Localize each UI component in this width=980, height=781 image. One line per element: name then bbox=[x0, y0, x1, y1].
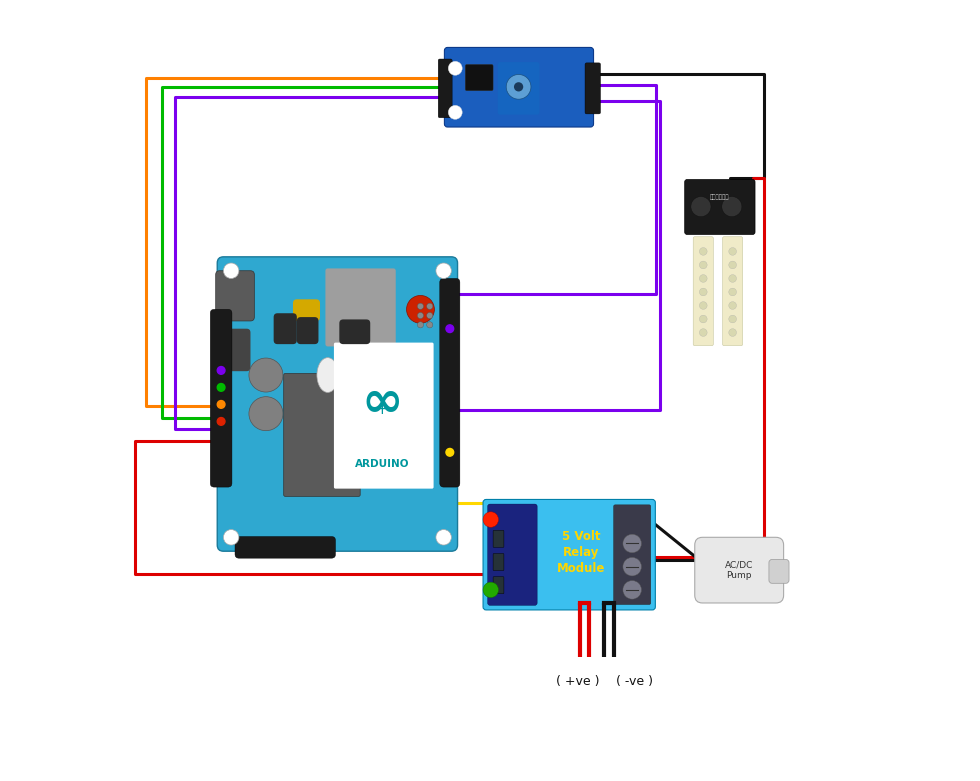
Circle shape bbox=[729, 248, 737, 255]
Circle shape bbox=[691, 197, 710, 216]
Text: ∞: ∞ bbox=[361, 378, 403, 426]
Circle shape bbox=[417, 312, 423, 319]
FancyBboxPatch shape bbox=[283, 373, 361, 497]
Circle shape bbox=[700, 275, 708, 282]
Circle shape bbox=[623, 534, 642, 553]
Circle shape bbox=[218, 401, 225, 408]
FancyBboxPatch shape bbox=[585, 63, 601, 114]
FancyBboxPatch shape bbox=[613, 505, 651, 604]
Text: +: + bbox=[375, 402, 388, 417]
FancyBboxPatch shape bbox=[325, 269, 396, 347]
FancyBboxPatch shape bbox=[440, 279, 460, 487]
Circle shape bbox=[426, 303, 433, 309]
Circle shape bbox=[448, 105, 463, 119]
FancyBboxPatch shape bbox=[218, 257, 458, 551]
FancyBboxPatch shape bbox=[695, 537, 784, 603]
Circle shape bbox=[436, 530, 452, 545]
Circle shape bbox=[722, 197, 742, 216]
Circle shape bbox=[729, 261, 737, 269]
FancyBboxPatch shape bbox=[334, 343, 433, 489]
Text: ARDUINO: ARDUINO bbox=[355, 459, 409, 469]
FancyBboxPatch shape bbox=[438, 59, 452, 118]
FancyBboxPatch shape bbox=[493, 576, 504, 594]
Circle shape bbox=[700, 288, 708, 296]
Circle shape bbox=[729, 329, 737, 337]
FancyBboxPatch shape bbox=[498, 62, 539, 115]
Text: ( -ve ): ( -ve ) bbox=[616, 675, 653, 688]
Circle shape bbox=[218, 366, 225, 374]
Circle shape bbox=[417, 303, 423, 309]
Text: AC/DC
Pump: AC/DC Pump bbox=[725, 561, 754, 580]
Circle shape bbox=[700, 329, 708, 337]
FancyBboxPatch shape bbox=[483, 499, 656, 610]
FancyBboxPatch shape bbox=[693, 237, 713, 346]
Circle shape bbox=[729, 275, 737, 282]
Circle shape bbox=[446, 325, 454, 333]
FancyBboxPatch shape bbox=[722, 237, 743, 346]
Circle shape bbox=[249, 358, 283, 392]
Text: ( +ve ): ( +ve ) bbox=[557, 675, 600, 688]
Circle shape bbox=[729, 301, 737, 309]
Circle shape bbox=[426, 322, 433, 328]
Circle shape bbox=[223, 263, 239, 279]
Circle shape bbox=[623, 580, 642, 599]
FancyBboxPatch shape bbox=[297, 317, 318, 344]
Circle shape bbox=[436, 263, 452, 279]
FancyBboxPatch shape bbox=[216, 329, 251, 371]
Circle shape bbox=[700, 261, 708, 269]
Circle shape bbox=[700, 248, 708, 255]
FancyBboxPatch shape bbox=[211, 309, 232, 487]
FancyBboxPatch shape bbox=[769, 559, 789, 583]
FancyBboxPatch shape bbox=[273, 313, 297, 344]
FancyBboxPatch shape bbox=[493, 554, 504, 571]
Circle shape bbox=[218, 383, 225, 391]
Circle shape bbox=[249, 397, 283, 430]
Circle shape bbox=[507, 74, 531, 99]
FancyBboxPatch shape bbox=[293, 299, 320, 321]
Circle shape bbox=[700, 301, 708, 309]
Circle shape bbox=[448, 62, 463, 75]
Ellipse shape bbox=[317, 358, 338, 392]
Circle shape bbox=[700, 316, 708, 323]
Circle shape bbox=[514, 82, 523, 91]
FancyBboxPatch shape bbox=[235, 537, 335, 558]
Circle shape bbox=[407, 295, 434, 323]
FancyBboxPatch shape bbox=[444, 48, 594, 127]
Circle shape bbox=[417, 322, 423, 328]
FancyBboxPatch shape bbox=[466, 65, 493, 91]
FancyBboxPatch shape bbox=[488, 504, 537, 605]
Text: 5 Volt
Relay
Module: 5 Volt Relay Module bbox=[557, 530, 605, 575]
Circle shape bbox=[223, 530, 239, 545]
Circle shape bbox=[446, 448, 454, 456]
Circle shape bbox=[483, 512, 499, 527]
FancyBboxPatch shape bbox=[493, 530, 504, 547]
Circle shape bbox=[729, 316, 737, 323]
FancyBboxPatch shape bbox=[339, 319, 370, 344]
Circle shape bbox=[426, 312, 433, 319]
Circle shape bbox=[623, 558, 642, 576]
Text: 土壤湿度检测: 土壤湿度检测 bbox=[710, 194, 730, 200]
Circle shape bbox=[729, 288, 737, 296]
FancyBboxPatch shape bbox=[216, 271, 255, 321]
Circle shape bbox=[483, 582, 499, 597]
FancyBboxPatch shape bbox=[685, 180, 755, 234]
Circle shape bbox=[218, 418, 225, 426]
